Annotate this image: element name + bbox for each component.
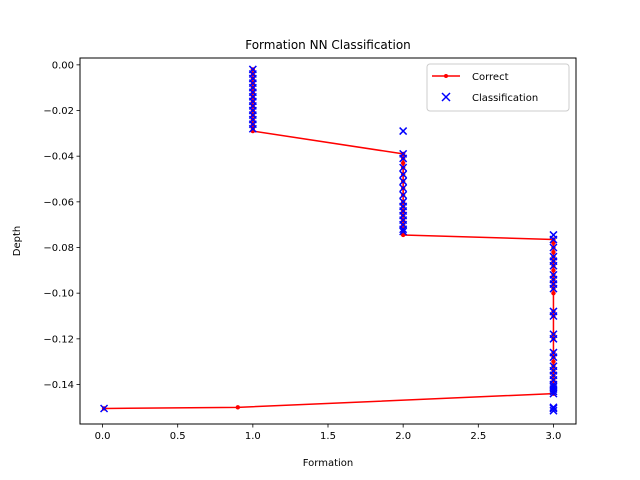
legend-correct-marker — [444, 74, 448, 78]
correct-point — [400, 160, 406, 166]
classification-point — [549, 403, 558, 412]
legend-correct-label: Correct — [472, 72, 509, 83]
x-axis-label: Formation — [303, 458, 353, 469]
legend-classification-label: Classification — [472, 93, 538, 104]
classification-point — [549, 406, 558, 415]
y-tick-label: −0.08 — [43, 243, 74, 254]
classification-point — [549, 243, 558, 252]
y-tick-label: −0.04 — [43, 152, 74, 163]
classification-point — [399, 225, 408, 234]
y-axis-label: Depth — [12, 226, 23, 256]
classification-point — [399, 227, 408, 236]
x-tick-label: 0.5 — [170, 431, 186, 442]
classification-point — [399, 163, 408, 172]
classification-point — [399, 177, 408, 186]
classification-point — [399, 154, 408, 163]
correct-point — [235, 405, 241, 410]
classification-point — [248, 124, 257, 133]
y-tick-label: 0.00 — [52, 60, 74, 71]
x-tick-label: 2.5 — [470, 431, 486, 442]
legend: Correct Classification — [426, 63, 570, 112]
x-tick-label: 0.0 — [95, 431, 111, 442]
x-tick-label: 2.0 — [395, 431, 411, 442]
x-tick-label: 1.0 — [245, 431, 261, 442]
y-tick-label: −0.06 — [43, 197, 74, 208]
classification-point — [549, 387, 558, 396]
y-tick-label: −0.12 — [43, 334, 74, 345]
correct-point — [551, 268, 556, 273]
classification-point — [399, 190, 408, 200]
chart-title: Formation NN Classification — [245, 38, 411, 52]
x-tick-label: 3.0 — [546, 431, 562, 442]
x-tick-label: 1.5 — [320, 431, 336, 442]
classification-point — [549, 389, 558, 398]
classification-point — [549, 334, 558, 343]
y-tick-label: −0.10 — [43, 289, 74, 300]
classification-point — [549, 353, 558, 362]
classification-point — [549, 311, 558, 321]
classification-point — [549, 235, 558, 244]
classification-point — [549, 404, 558, 413]
classification-point — [399, 127, 408, 136]
correct-point — [551, 240, 556, 246]
classification-point — [399, 184, 408, 193]
legend-box — [426, 63, 570, 112]
data-layer — [100, 65, 558, 415]
correct-point — [400, 232, 406, 238]
correct-point — [551, 249, 556, 255]
legend-classification-marker — [441, 92, 451, 102]
y-tick-label: −0.14 — [43, 380, 74, 391]
y-tick-label: −0.02 — [43, 106, 74, 117]
x-axis: 0.0 0.5 1.0 1.5 2.0 2.5 3.0 — [95, 424, 562, 442]
classification-point — [399, 170, 408, 179]
y-axis: 0.00 −0.02 −0.04 −0.06 −0.08 −0.10 −0.12 −0.14 — [43, 60, 80, 391]
classification-point — [549, 284, 558, 293]
classification-point — [549, 261, 558, 270]
correct-point — [551, 290, 556, 296]
correct-point — [551, 359, 556, 364]
classification-point — [100, 404, 109, 413]
